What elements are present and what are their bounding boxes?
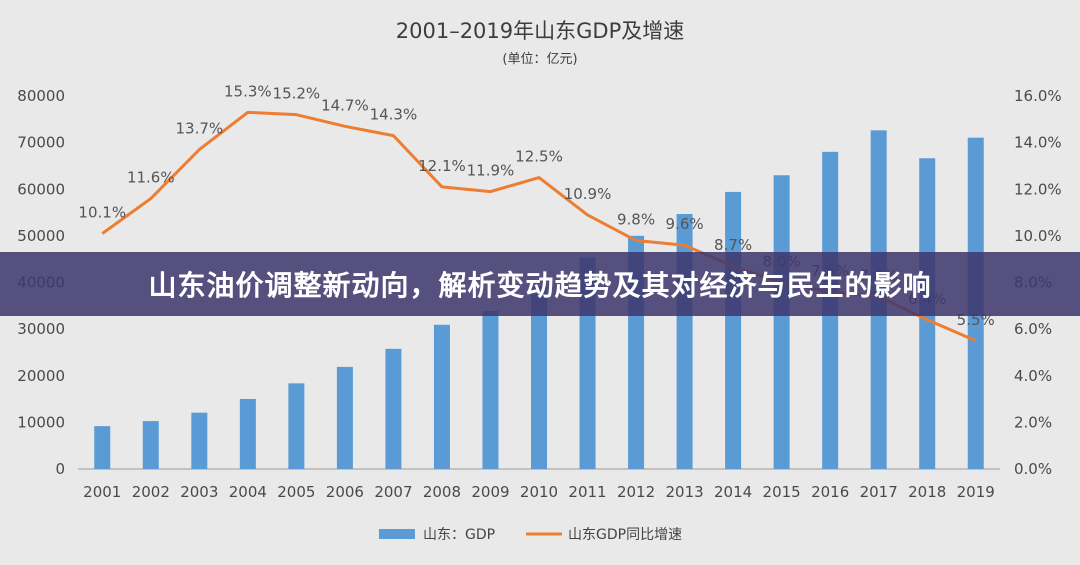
left-tick-label: 20000 — [17, 367, 65, 385]
growth-data-label: 12.1% — [418, 157, 466, 175]
x-tick-label: 2001 — [83, 483, 121, 501]
x-tick-label: 2007 — [374, 483, 412, 501]
x-tick-label: 2019 — [957, 483, 995, 501]
right-tick-label: 14.0% — [1014, 134, 1062, 152]
growth-data-label: 11.9% — [467, 162, 515, 180]
gdp-bar — [142, 421, 159, 469]
right-tick-label: 10.0% — [1014, 227, 1062, 245]
x-tick-label: 2014 — [714, 483, 752, 501]
growth-data-label: 11.6% — [127, 169, 175, 187]
headline-text: 山东油价调整新动向，解析变动趋势及其对经济与民生的影响 — [148, 269, 932, 302]
gdp-bar — [725, 191, 742, 469]
gdp-bar — [94, 426, 111, 469]
gdp-bar — [482, 310, 499, 469]
right-tick-label: 2.0% — [1014, 413, 1052, 431]
legend-bar-swatch — [379, 529, 415, 539]
x-axis-ticks: 2001 2002 2003 2004 2005 2006 2007 2008 2009 2010… — [83, 483, 995, 501]
x-tick-label: 2015 — [763, 483, 801, 501]
x-tick-label: 2012 — [617, 483, 655, 501]
growth-data-label: 8.7% — [714, 236, 752, 254]
left-tick-label: 0 — [55, 460, 65, 478]
gdp-bar — [191, 412, 208, 469]
growth-data-label: 10.9% — [564, 185, 612, 203]
legend-line-label: 山东GDP同比增速 — [568, 527, 682, 543]
chart-title: 2001–2019年山东GDP及增速 — [396, 19, 685, 43]
legend-bar-label: 山东：GDP — [423, 527, 495, 543]
gdp-bar — [773, 175, 790, 469]
left-tick-label: 60000 — [17, 180, 65, 198]
gdp-bar — [433, 324, 450, 469]
growth-data-label: 14.3% — [370, 106, 418, 124]
growth-data-label: 9.8% — [617, 211, 655, 229]
growth-data-label: 14.7% — [321, 96, 369, 114]
growth-data-label: 12.5% — [515, 148, 563, 166]
right-tick-label: 4.0% — [1014, 367, 1052, 385]
legend: 山东：GDP 山东GDP同比增速 — [379, 527, 682, 543]
gdp-bar — [385, 348, 402, 469]
x-tick-label: 2003 — [180, 483, 218, 501]
x-tick-label: 2002 — [132, 483, 170, 501]
x-tick-label: 2017 — [860, 483, 898, 501]
right-tick-label: 0.0% — [1014, 460, 1052, 478]
growth-data-label: 9.6% — [666, 215, 704, 233]
left-tick-label: 50000 — [17, 227, 65, 245]
x-tick-label: 2004 — [229, 483, 267, 501]
growth-data-label: 15.3% — [224, 82, 272, 100]
x-tick-label: 2006 — [326, 483, 364, 501]
right-tick-label: 12.0% — [1014, 180, 1062, 198]
right-tick-label: 16.0% — [1014, 87, 1062, 105]
left-tick-label: 10000 — [17, 413, 65, 431]
chart-subtitle: (单位：亿元) — [502, 52, 577, 67]
left-tick-label: 30000 — [17, 320, 65, 338]
gdp-bar — [239, 398, 256, 469]
gdp-bar — [288, 383, 305, 469]
growth-data-label: 10.1% — [78, 204, 126, 222]
x-tick-label: 2013 — [665, 483, 703, 501]
x-tick-label: 2018 — [908, 483, 946, 501]
growth-data-label: 15.2% — [273, 85, 321, 103]
gdp-bar — [531, 286, 547, 469]
right-tick-label: 6.0% — [1014, 320, 1052, 338]
left-tick-label: 80000 — [17, 87, 65, 105]
x-tick-label: 2011 — [568, 483, 606, 501]
headline-banner: 山东油价调整新动向，解析变动趋势及其对经济与民生的影响 — [0, 252, 1080, 316]
left-tick-label: 70000 — [17, 134, 65, 152]
growth-data-label: 13.7% — [175, 120, 223, 138]
x-tick-label: 2005 — [277, 483, 315, 501]
x-tick-label: 2016 — [811, 483, 849, 501]
gdp-bar — [336, 366, 353, 469]
x-tick-label: 2010 — [520, 483, 558, 501]
x-tick-label: 2008 — [423, 483, 461, 501]
x-tick-label: 2009 — [471, 483, 509, 501]
